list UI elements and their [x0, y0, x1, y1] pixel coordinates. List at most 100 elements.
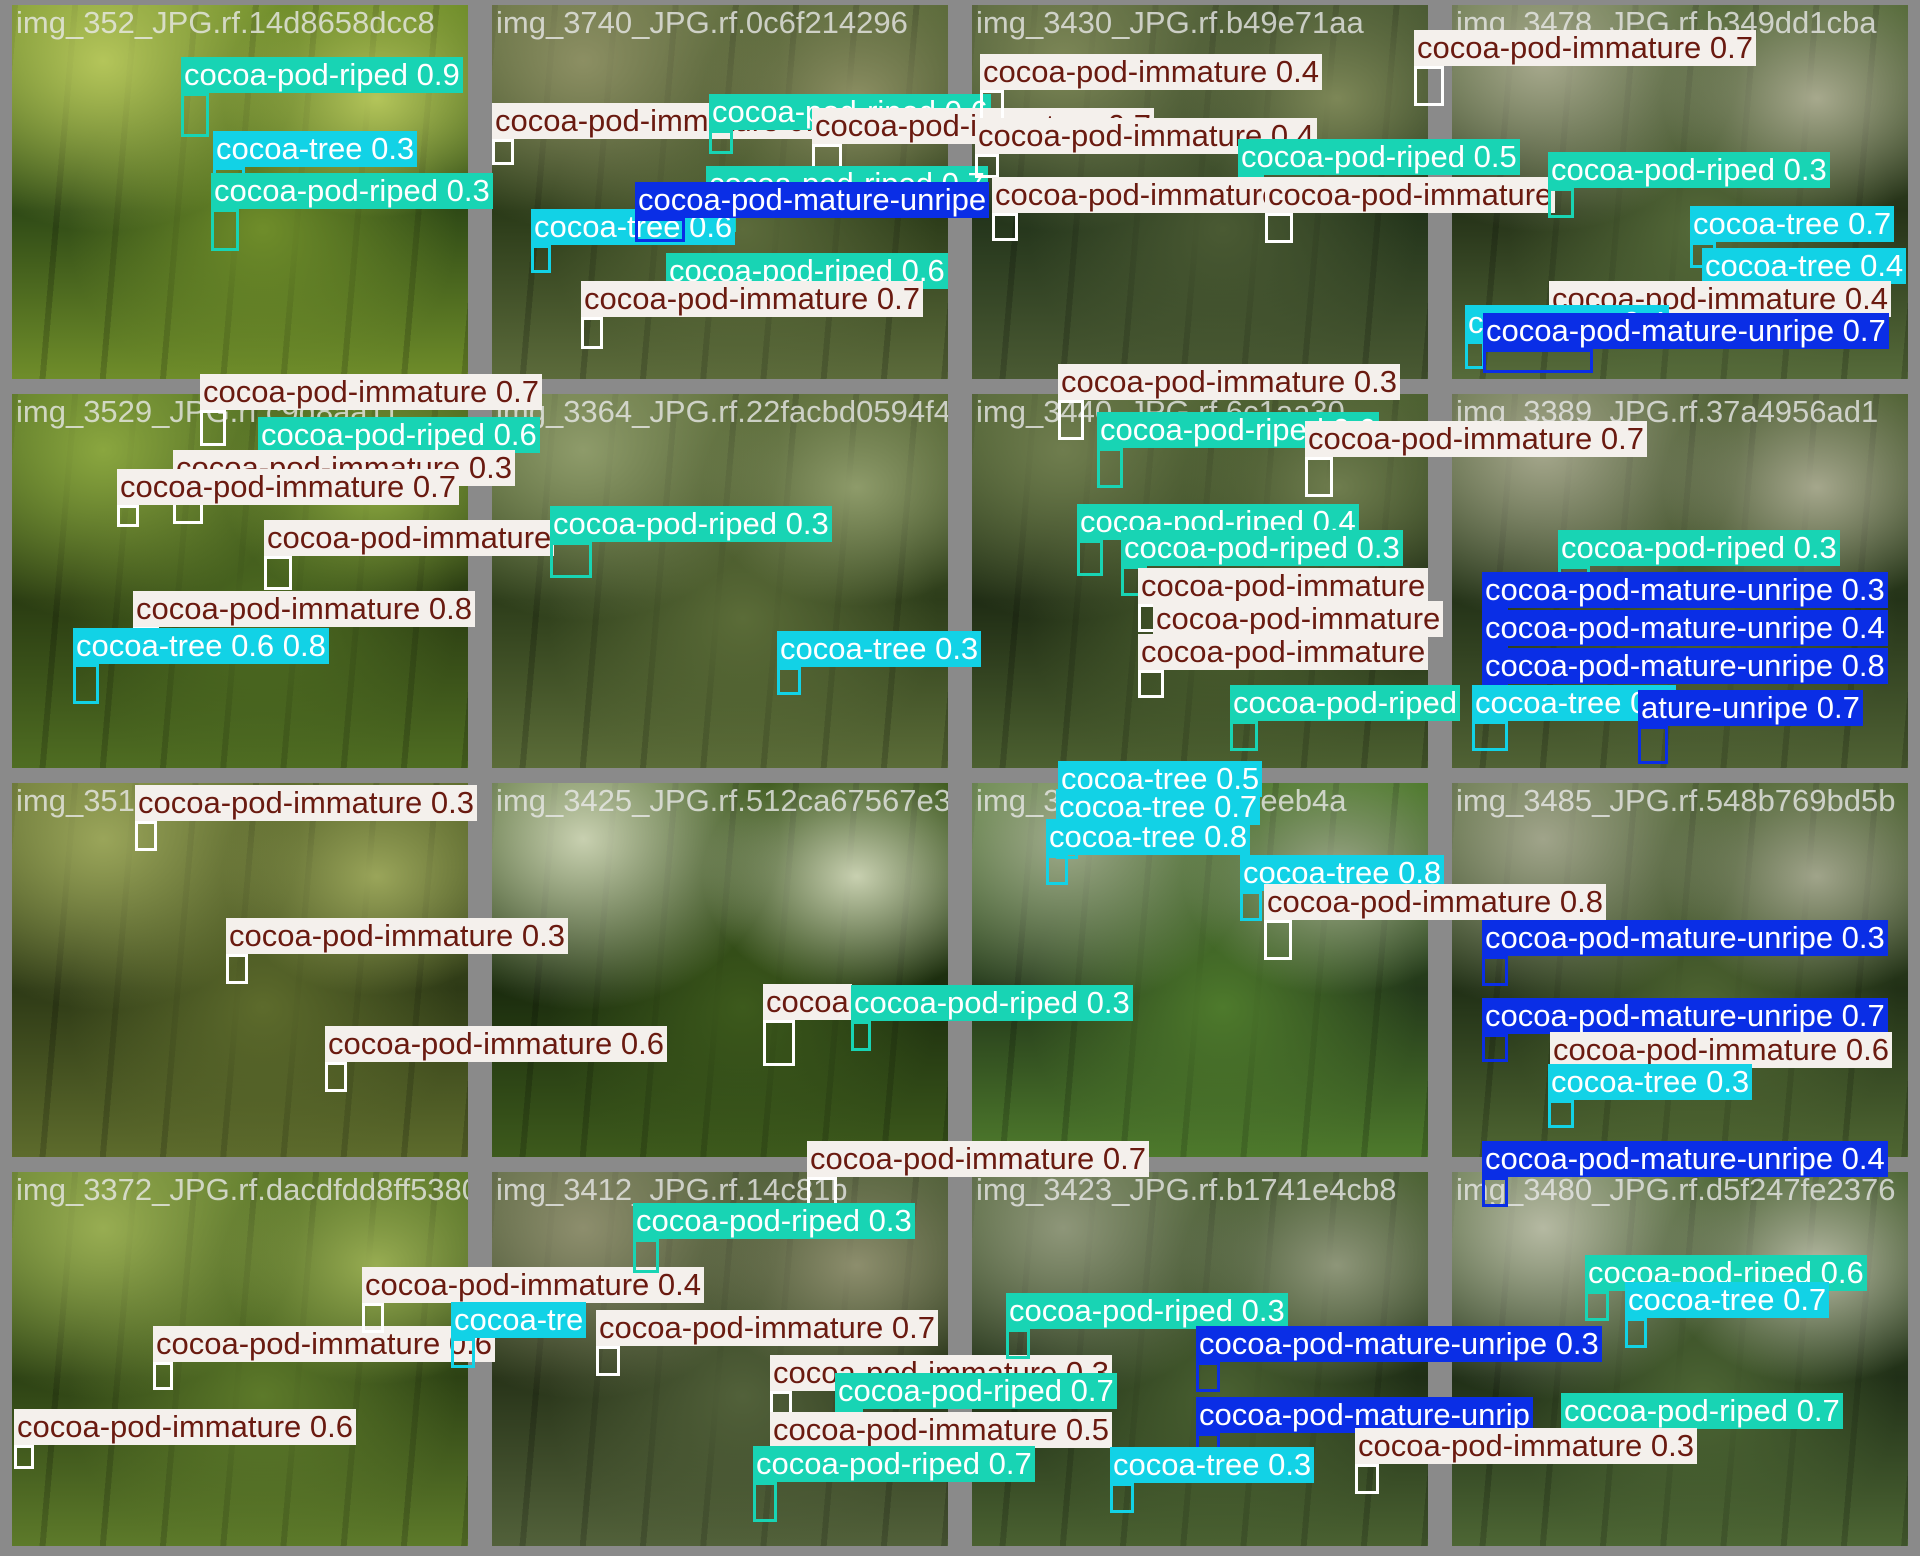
- cocoa-pod-immature-label: cocoa-pod-immature 0.6: [1550, 1032, 1892, 1068]
- tile-filename: img_3485_JPG.rf.548b769bd5b: [1456, 783, 1896, 818]
- cocoa-pod-riped-label: cocoa-pod-riped 0.3: [633, 1203, 915, 1239]
- cocoa-tree-label: cocoa-tree 0.7: [1690, 206, 1895, 242]
- foliage-photo: [12, 783, 468, 1157]
- cocoa-pod-riped-label: cocoa-pod-riped 0.3: [851, 985, 1133, 1021]
- cocoa-pod-immature-bbox: [264, 556, 292, 590]
- cocoa-pod-riped-bbox: [1097, 448, 1123, 488]
- tile-filename: img_3364_JPG.rf.22facbd0594f4d3f: [496, 394, 948, 429]
- cocoa-pod-mature-unripe-label: cocoa-pod-mature-unripe 0.3: [1482, 572, 1888, 608]
- cocoa-tree-bbox: [1548, 1100, 1574, 1128]
- cocoa-tree-label: cocoa-tree 0.4: [1702, 248, 1907, 284]
- cocoa-tree-bbox: [531, 245, 551, 273]
- cocoa-pod-immature-bbox: [1138, 670, 1164, 698]
- cocoa-pod-immature-bbox: [492, 139, 514, 165]
- cocoa-pod-immature-bbox: [135, 821, 157, 851]
- tile-filename: img_3430_JPG.rf.b49e71aa: [976, 5, 1364, 40]
- cocoa-pod-immature-bbox: [1264, 920, 1292, 960]
- cocoa-pod-riped-label: cocoa-pod-riped 0.6: [258, 417, 540, 453]
- cocoa-pod-immature-bbox: [581, 317, 603, 349]
- cocoa-pod-mature-unripe-label: cocoa-pod-mature-unripe 0.3: [1482, 920, 1888, 956]
- cocoa-pod-immature-label: cocoa-pod-immature: [1153, 601, 1444, 637]
- cocoa-pod-immature-label: cocoa-pod-immature 0.3: [1355, 1428, 1697, 1464]
- tile-filename: img_3412_JPG.rf.14c81b: [496, 1172, 848, 1207]
- cocoa-pod-mature-unripe-bbox: [1638, 726, 1668, 764]
- cocoa-pod-riped-bbox: [709, 130, 733, 154]
- cocoa-pod-riped-bbox: [633, 1239, 659, 1273]
- cocoa-pod-immature-label: cocoa-pod-immature 0.7: [807, 1141, 1149, 1177]
- cocoa-pod-mature-unripe-bbox: [1196, 1362, 1220, 1392]
- cocoa-pod-immature-bbox: [1355, 1464, 1379, 1494]
- cocoa-pod-immature-label: cocoa-pod-immature 0.3: [135, 785, 477, 821]
- photo-tile: img_3425_JPG.rf.512ca67567e3: [492, 783, 948, 1157]
- cocoa-pod-immature-label: cocoa-pod-immature 0.7: [1414, 30, 1756, 66]
- cocoa-pod-immature-label: cocoa-pod-immature 0.7: [1305, 421, 1647, 457]
- cocoa-pod-mature-unripe-bbox: [1483, 349, 1593, 373]
- cocoa-pod-mature-unripe-label: cocoa-pod-mature-unripe 0.8: [1482, 648, 1888, 684]
- tile-filename: img_352_JPG.rf.14d8658dcc8: [16, 5, 435, 40]
- cocoa-pod-mature-unripe-bbox: [635, 218, 685, 242]
- cocoa-pod-immature-label: cocoa-pod-immature: [264, 520, 555, 556]
- cocoa-tree-bbox: [1110, 1483, 1134, 1513]
- cocoa-pod-immature-label: cocoa-pod-immature 0.6: [14, 1409, 356, 1445]
- cocoa-pod-mature-unripe-label: cocoa-pod-mature-unripe 0.4: [1482, 610, 1888, 646]
- cocoa-pod-mature-unripe-bbox: [1482, 1177, 1508, 1207]
- cocoa-pod-mature-unripe-label: ature-unripe 0.7: [1638, 690, 1863, 726]
- cocoa-pod-immature-label: cocoa: [763, 984, 852, 1020]
- cocoa-pod-riped-label: cocoa-pod-riped 0.7: [1561, 1393, 1843, 1429]
- cocoa-pod-immature-bbox: [1414, 66, 1444, 106]
- cocoa-pod-mature-unripe-bbox: [1482, 1034, 1508, 1062]
- cocoa-pod-mature-unripe-label: cocoa-pod-mature-unripe 0.7: [1483, 313, 1889, 349]
- cocoa-pod-immature-bbox: [1305, 457, 1333, 497]
- cocoa-pod-riped-bbox: [1585, 1291, 1609, 1321]
- photo-tile: img_3364_JPG.rf.22facbd0594f4d3f: [492, 394, 948, 768]
- cocoa-pod-immature-label: cocoa-pod-immature 0.7: [596, 1310, 938, 1346]
- cocoa-pod-immature-bbox: [1265, 213, 1293, 243]
- cocoa-tree-label: cocoa-tree 0.3: [213, 131, 418, 167]
- cocoa-pod-riped-label: cocoa-pod-riped 0.3: [550, 506, 832, 542]
- cocoa-pod-riped-label: cocoa-pod-riped 0.3: [211, 173, 493, 209]
- tile-filename: img_3740_JPG.rf.0c6f214296: [496, 5, 908, 40]
- cocoa-pod-riped-bbox: [1230, 721, 1258, 751]
- cocoa-tree-label: cocoa-tree 0.8: [1046, 819, 1251, 855]
- cocoa-pod-riped-bbox: [753, 1482, 777, 1522]
- cocoa-pod-immature-bbox: [325, 1062, 347, 1092]
- cocoa-pod-riped-bbox: [851, 1021, 871, 1051]
- cocoa-pod-riped-label: cocoa-pod-riped 0.9: [181, 57, 463, 93]
- cocoa-pod-immature-bbox: [763, 1020, 795, 1066]
- cocoa-pod-riped-label: cocoa-pod-riped 0.3: [1121, 530, 1403, 566]
- cocoa-pod-immature-bbox: [1058, 400, 1084, 440]
- cocoa-pod-riped-label: cocoa-pod-riped 0.3: [1006, 1293, 1288, 1329]
- cocoa-pod-mature-unripe-label: cocoa-pod-mature-unripe 0.3: [1196, 1326, 1602, 1362]
- cocoa-pod-immature-label: cocoa-pod-immature 0.5: [770, 1412, 1112, 1448]
- cocoa-pod-immature-label: cocoa-pod-immature 0.7: [200, 374, 542, 410]
- cocoa-pod-mature-unripe-label: cocoa-pod-mature-unrip: [1196, 1397, 1533, 1433]
- foliage-photo: [492, 783, 948, 1157]
- cocoa-pod-immature-label: cocoa-pod-immature 0.3: [1058, 364, 1400, 400]
- cocoa-pod-immature-bbox: [362, 1303, 384, 1333]
- cocoa-pod-mature-unripe-label: cocoa-pod-mature-unripe 0.7: [1482, 998, 1888, 1034]
- tile-filename: img_3423_JPG.rf.b1741e4cb8: [976, 1172, 1397, 1207]
- cocoa-pod-immature-bbox: [153, 1362, 173, 1390]
- cocoa-pod-immature-label: cocoa-pod-immature 0.6: [325, 1026, 667, 1062]
- cocoa-tree-label: cocoa-tree 0.3: [1548, 1064, 1753, 1100]
- cocoa-tree-bbox: [1472, 721, 1508, 751]
- cocoa-pod-riped-label: cocoa-pod-riped 0.5: [1238, 139, 1520, 175]
- cocoa-pod-immature-label: cocoa-pod-immature: [1138, 568, 1429, 604]
- cocoa-pod-riped-label: cocoa-pod-riped 0.3: [1548, 152, 1830, 188]
- cocoa-pod-riped-bbox: [550, 542, 592, 578]
- cocoa-tree-label: cocoa-tree 0.3: [1110, 1447, 1315, 1483]
- cocoa-pod-riped-bbox: [1077, 540, 1103, 576]
- cocoa-pod-immature-bbox: [200, 410, 226, 446]
- cocoa-pod-immature-label: cocoa-pod-immature: [1138, 634, 1429, 670]
- cocoa-tree-bbox: [451, 1338, 475, 1368]
- tile-filename: img_351: [16, 783, 135, 818]
- cocoa-tree-bbox: [1240, 891, 1262, 921]
- tile-filename: img_3425_JPG.rf.512ca67567e3: [496, 783, 948, 818]
- cocoa-pod-immature-bbox: [226, 954, 248, 984]
- tile-filename: img_3372_JPG.rf.dacdfdd8ff5380c0: [16, 1172, 468, 1207]
- cocoa-tree-bbox: [1046, 855, 1068, 885]
- cocoa-pod-mature-unripe-bbox: [1482, 956, 1508, 986]
- cocoa-tree-label: cocoa-tre: [451, 1302, 587, 1338]
- cocoa-pod-riped-label: cocoa-pod-riped 0.7: [753, 1446, 1035, 1482]
